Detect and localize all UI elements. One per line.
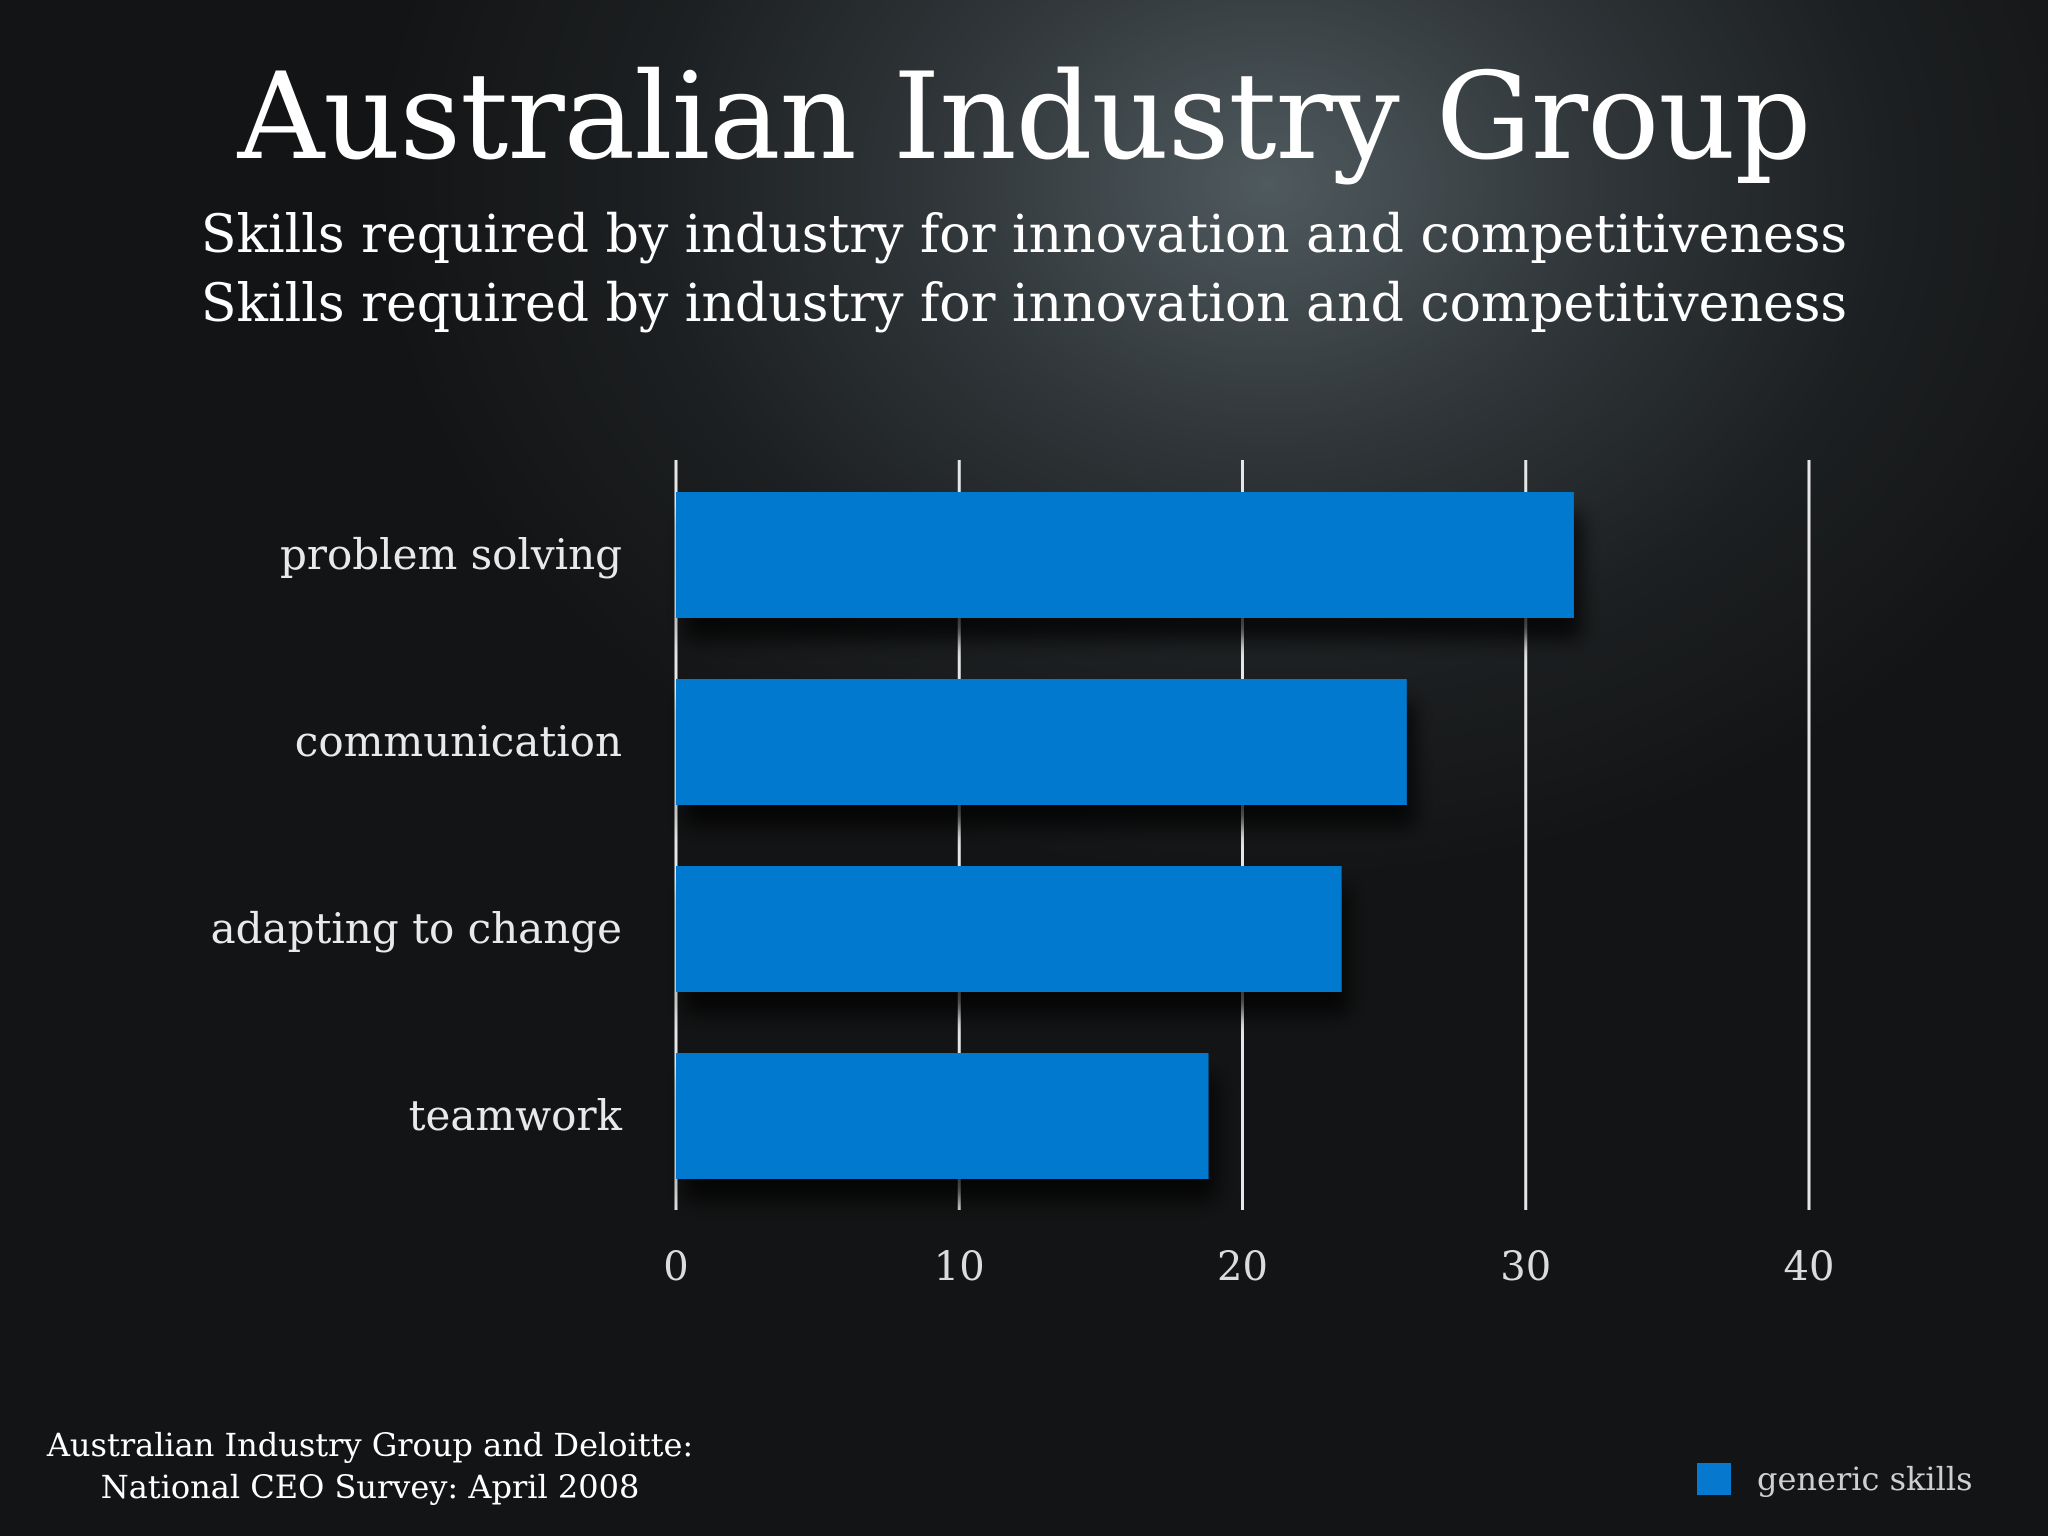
source-line-1: Australian Industry Group and Deloitte: [46,1426,694,1464]
slide-subtitle-line-2: Skills required by industry for innovati… [200,274,1848,334]
x-tick-labels: 0 10 20 30 40 [663,1244,1834,1290]
legend-swatch [1697,1463,1731,1495]
source-citation: Australian Industry Group and Deloitte: … [10,1424,730,1508]
slide-title: Australian Industry Group [237,48,1812,187]
bar [676,1053,1209,1179]
x-tick-label: 10 [934,1244,985,1290]
category-labels: problem solving communication adapting to … [211,530,623,1140]
category-label: teamwork [409,1091,623,1140]
bar [676,492,1574,618]
bar [676,679,1407,805]
x-tick-label: 20 [1217,1244,1268,1290]
slide-subtitle-line-1: Skills required by industry for innovati… [200,205,1848,265]
x-tick-label: 30 [1500,1244,1551,1290]
legend-label: generic skills [1757,1460,1973,1498]
bars [676,492,1574,1179]
legend: generic skills [1697,1460,1973,1498]
category-label: communication [295,717,622,766]
category-label: adapting to change [211,904,622,953]
source-line-2: National CEO Survey: April 2008 [100,1468,640,1506]
bar [676,866,1342,992]
x-tick-label: 0 [663,1244,688,1290]
x-tick-label: 40 [1784,1244,1835,1290]
category-label: problem solving [280,530,622,579]
